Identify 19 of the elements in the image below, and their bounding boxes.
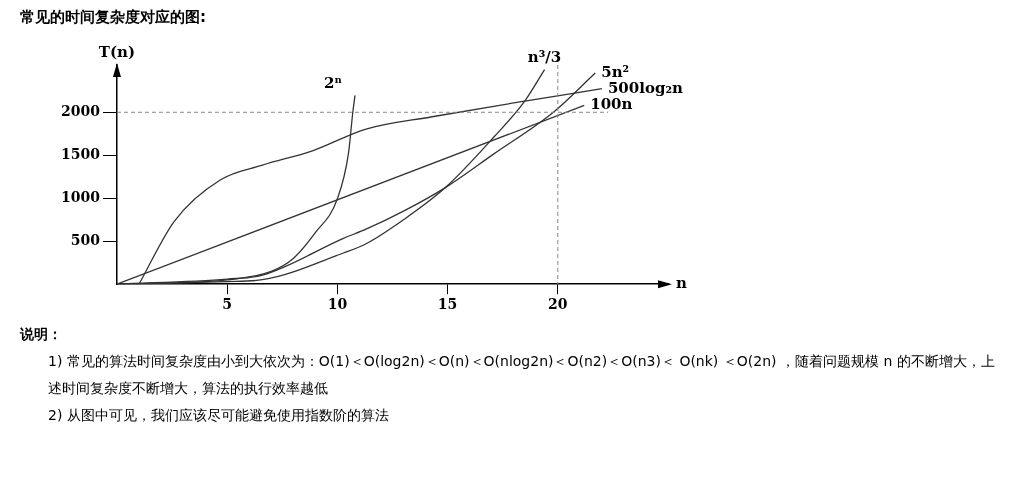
y-axis-title: T(n): [98, 43, 136, 62]
x-tick-label: 20: [548, 296, 568, 313]
y-tick-label: 1500: [61, 145, 101, 162]
text: 1) 常见的算法时间复杂度由小到大依次为：Ο(1)＜Ο(log2n)＜Ο(n)＜Ο(nlog2n)＜Ο(n2)＜Ο(n3)＜ Ο(nk) ＜Ο(2n) ，随着问题规模 n 的不断增大，上述时间复杂度不断增大，算法的执行效率越低: [47, 352, 996, 398]
series-label: 2ⁿ: [323, 73, 343, 92]
series-label: 100n: [590, 95, 633, 114]
x-tick-label: 15: [437, 296, 458, 313]
series-label: 500log₂n: [607, 78, 683, 97]
x-tick-label: 10: [327, 296, 348, 313]
text: 2) 从图中可见，我们应该尽可能避免使用指数阶的算法: [47, 406, 390, 425]
y-tick-label: 500: [70, 231, 101, 248]
chart-title: 常见的时间复杂度对应的图:: [20, 8, 207, 27]
x-tick-label: 5: [222, 296, 233, 313]
series-label: n³/3: [527, 47, 562, 66]
x-axis-title: n: [676, 274, 687, 293]
text: 说明：: [20, 325, 63, 344]
series-label: 5n²: [601, 62, 630, 81]
y-tick-label: 1000: [61, 188, 101, 205]
y-tick-label: 2000: [61, 102, 101, 119]
